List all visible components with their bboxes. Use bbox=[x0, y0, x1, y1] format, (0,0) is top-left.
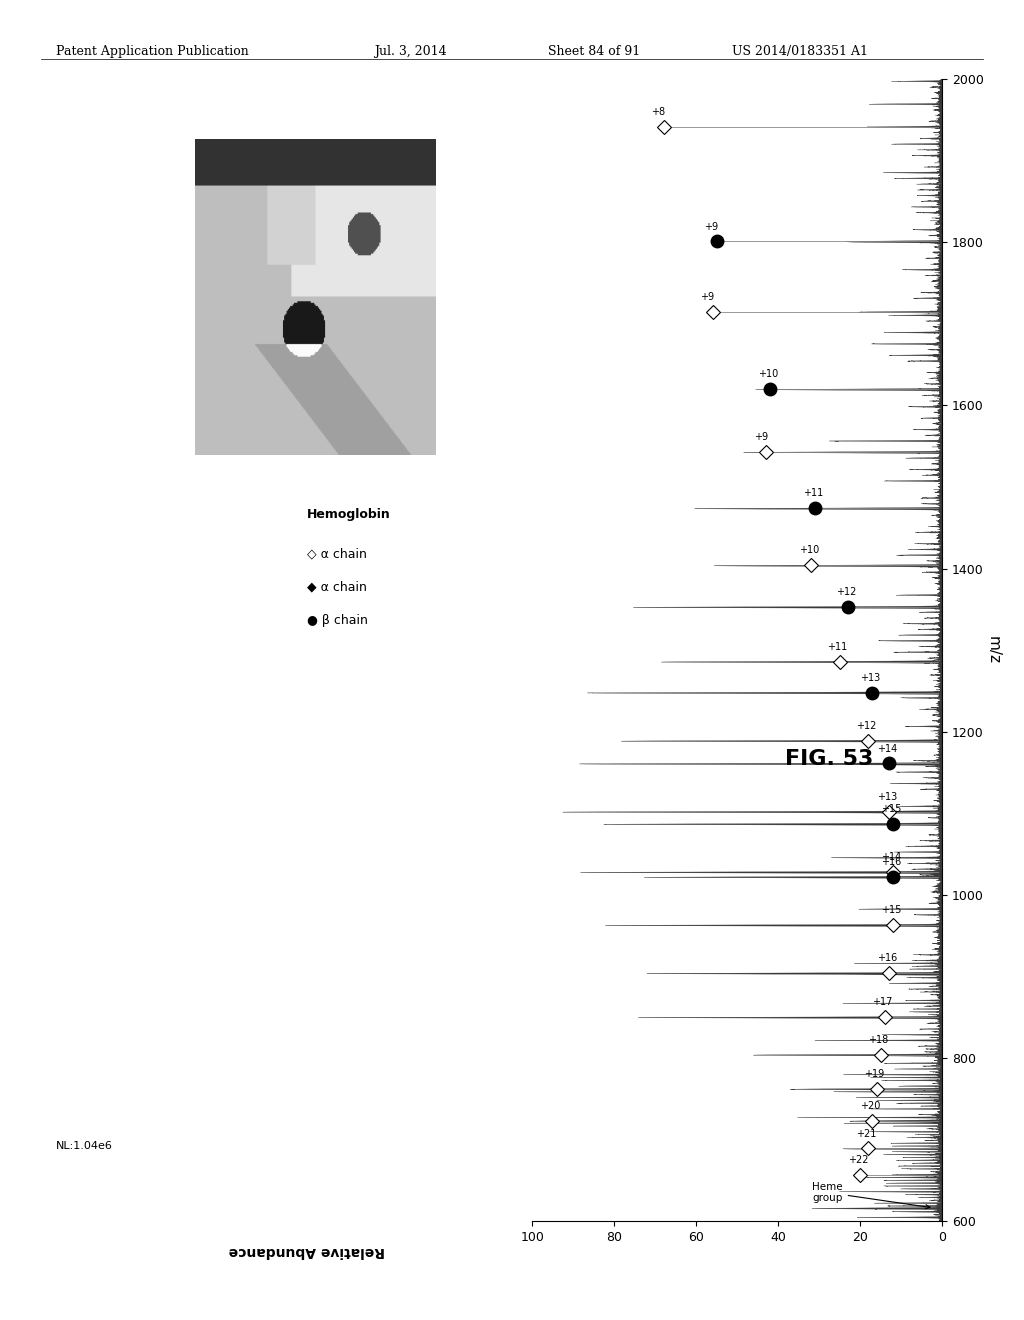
Text: +15: +15 bbox=[881, 804, 901, 814]
Text: +15: +15 bbox=[881, 906, 901, 915]
Text: ◆ α chain: ◆ α chain bbox=[307, 581, 367, 594]
Text: +10: +10 bbox=[799, 545, 819, 556]
Text: Sheet 84 of 91: Sheet 84 of 91 bbox=[548, 45, 640, 58]
Text: ◇ α chain: ◇ α chain bbox=[307, 548, 367, 561]
Text: +13: +13 bbox=[860, 673, 881, 682]
Text: Heme
group: Heme group bbox=[812, 1181, 930, 1209]
Text: +20: +20 bbox=[860, 1101, 881, 1111]
Text: +22: +22 bbox=[848, 1155, 868, 1164]
Text: Jul. 3, 2014: Jul. 3, 2014 bbox=[374, 45, 446, 58]
Text: +16: +16 bbox=[877, 953, 897, 964]
Text: +11: +11 bbox=[827, 642, 848, 652]
Text: +10: +10 bbox=[758, 370, 778, 379]
Text: +12: +12 bbox=[856, 721, 877, 731]
Text: +8: +8 bbox=[651, 107, 666, 116]
Text: US 2014/0183351 A1: US 2014/0183351 A1 bbox=[732, 45, 868, 58]
Text: FIG. 53: FIG. 53 bbox=[785, 748, 873, 770]
Text: Patent Application Publication: Patent Application Publication bbox=[56, 45, 249, 58]
Text: Hemoglobin: Hemoglobin bbox=[307, 508, 391, 521]
Text: +16: +16 bbox=[881, 857, 901, 867]
Text: +18: +18 bbox=[868, 1035, 889, 1045]
Text: +9: +9 bbox=[700, 292, 715, 302]
Text: +13: +13 bbox=[877, 792, 897, 801]
Text: +14: +14 bbox=[877, 743, 897, 754]
Text: +9: +9 bbox=[705, 222, 719, 232]
Text: NL:1.04e6: NL:1.04e6 bbox=[56, 1140, 114, 1151]
Text: Relative Abundance: Relative Abundance bbox=[229, 1245, 385, 1258]
Text: +19: +19 bbox=[864, 1069, 885, 1078]
Text: +21: +21 bbox=[856, 1129, 877, 1139]
Text: +11: +11 bbox=[803, 488, 823, 499]
Y-axis label: m/z: m/z bbox=[985, 636, 1000, 664]
Text: +14: +14 bbox=[881, 853, 901, 862]
Text: +12: +12 bbox=[836, 587, 856, 597]
Text: +9: +9 bbox=[754, 432, 768, 442]
Text: ● β chain: ● β chain bbox=[307, 614, 368, 627]
Text: +17: +17 bbox=[872, 998, 893, 1007]
